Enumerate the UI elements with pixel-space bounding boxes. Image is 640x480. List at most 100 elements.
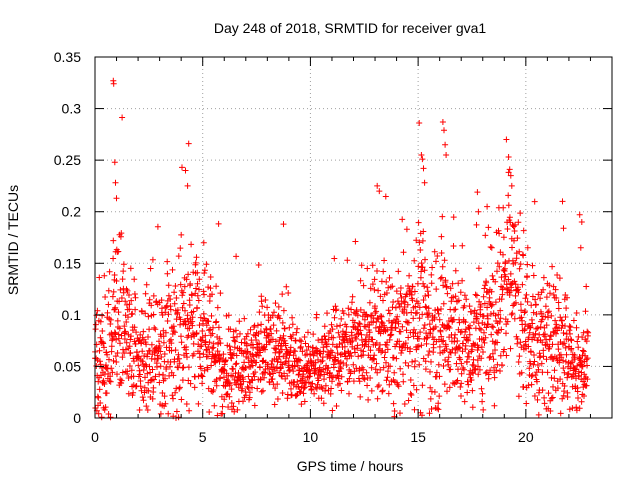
data-point bbox=[145, 387, 152, 394]
data-point bbox=[568, 337, 575, 344]
data-point bbox=[140, 397, 147, 404]
data-point bbox=[171, 289, 178, 296]
data-point bbox=[532, 330, 539, 337]
data-point bbox=[386, 381, 393, 388]
data-point bbox=[431, 248, 438, 255]
data-point bbox=[255, 262, 262, 268]
data-point bbox=[200, 310, 207, 317]
data-point bbox=[281, 370, 288, 377]
data-point bbox=[300, 390, 307, 397]
data-point bbox=[505, 276, 512, 283]
data-point bbox=[201, 291, 207, 298]
data-point bbox=[328, 385, 335, 392]
data-point bbox=[201, 267, 208, 274]
data-point bbox=[506, 214, 513, 221]
data-point bbox=[567, 324, 574, 331]
data-point bbox=[411, 257, 418, 264]
data-point bbox=[385, 390, 392, 397]
data-point bbox=[505, 192, 512, 199]
y-tick-label: 0.3 bbox=[62, 101, 82, 117]
data-point bbox=[484, 203, 491, 210]
data-point bbox=[338, 315, 345, 322]
data-point bbox=[496, 318, 503, 325]
data-point bbox=[531, 334, 538, 341]
data-point bbox=[475, 208, 482, 215]
data-point bbox=[488, 244, 495, 251]
data-point bbox=[174, 307, 181, 313]
data-point bbox=[516, 265, 523, 272]
data-point bbox=[557, 314, 564, 321]
data-point bbox=[416, 315, 423, 322]
data-point bbox=[195, 297, 202, 304]
data-point bbox=[416, 335, 422, 342]
data-point bbox=[162, 375, 168, 382]
data-point bbox=[111, 159, 118, 166]
data-point bbox=[111, 329, 118, 336]
data-point bbox=[354, 312, 361, 319]
data-point bbox=[574, 388, 581, 395]
data-point bbox=[422, 358, 429, 365]
data-point bbox=[320, 348, 327, 355]
data-point bbox=[327, 390, 334, 397]
data-point bbox=[505, 154, 512, 160]
data-point bbox=[204, 366, 211, 373]
data-point bbox=[255, 352, 262, 359]
data-point bbox=[395, 320, 402, 327]
data-point bbox=[409, 283, 416, 290]
data-point bbox=[450, 316, 457, 323]
data-point bbox=[446, 325, 453, 331]
data-point bbox=[386, 310, 393, 317]
data-point bbox=[402, 359, 409, 366]
data-point bbox=[182, 307, 188, 314]
data-point bbox=[542, 331, 548, 338]
data-point bbox=[298, 401, 305, 408]
data-point bbox=[114, 317, 121, 324]
data-point bbox=[494, 260, 501, 267]
data-point bbox=[113, 195, 120, 202]
data-point bbox=[158, 297, 165, 304]
data-point bbox=[184, 182, 191, 189]
data-point bbox=[96, 386, 103, 393]
data-point bbox=[432, 323, 439, 330]
data-point bbox=[504, 318, 511, 325]
data-point bbox=[125, 331, 132, 338]
data-point bbox=[442, 343, 449, 350]
data-point bbox=[120, 289, 127, 296]
data-point bbox=[103, 390, 110, 397]
data-point bbox=[585, 329, 592, 336]
data-point bbox=[233, 253, 240, 260]
data-point bbox=[493, 367, 500, 374]
data-point bbox=[436, 393, 443, 400]
data-point bbox=[128, 311, 135, 318]
data-point bbox=[525, 382, 532, 389]
data-point bbox=[454, 338, 461, 344]
data-point bbox=[477, 301, 484, 308]
data-point bbox=[360, 282, 367, 289]
data-point bbox=[250, 344, 257, 351]
data-point bbox=[132, 294, 139, 301]
data-point bbox=[147, 265, 154, 272]
data-point bbox=[343, 329, 350, 336]
data-point bbox=[333, 306, 340, 313]
data-point bbox=[286, 324, 293, 331]
data-point bbox=[245, 373, 252, 380]
data-point bbox=[145, 313, 152, 320]
data-point bbox=[498, 296, 505, 303]
data-point bbox=[113, 359, 120, 365]
data-point bbox=[499, 284, 506, 291]
data-point bbox=[491, 402, 498, 409]
data-point bbox=[428, 280, 435, 287]
data-point bbox=[159, 305, 165, 312]
data-point bbox=[348, 306, 355, 313]
data-point bbox=[494, 339, 501, 346]
data-point bbox=[310, 344, 316, 351]
data-point bbox=[143, 281, 150, 288]
data-point bbox=[311, 390, 318, 397]
data-point bbox=[333, 403, 340, 409]
data-point bbox=[462, 319, 469, 326]
data-point bbox=[198, 365, 204, 372]
data-point bbox=[252, 369, 259, 376]
data-point bbox=[401, 401, 408, 407]
data-point bbox=[178, 231, 185, 238]
data-point bbox=[479, 390, 486, 397]
